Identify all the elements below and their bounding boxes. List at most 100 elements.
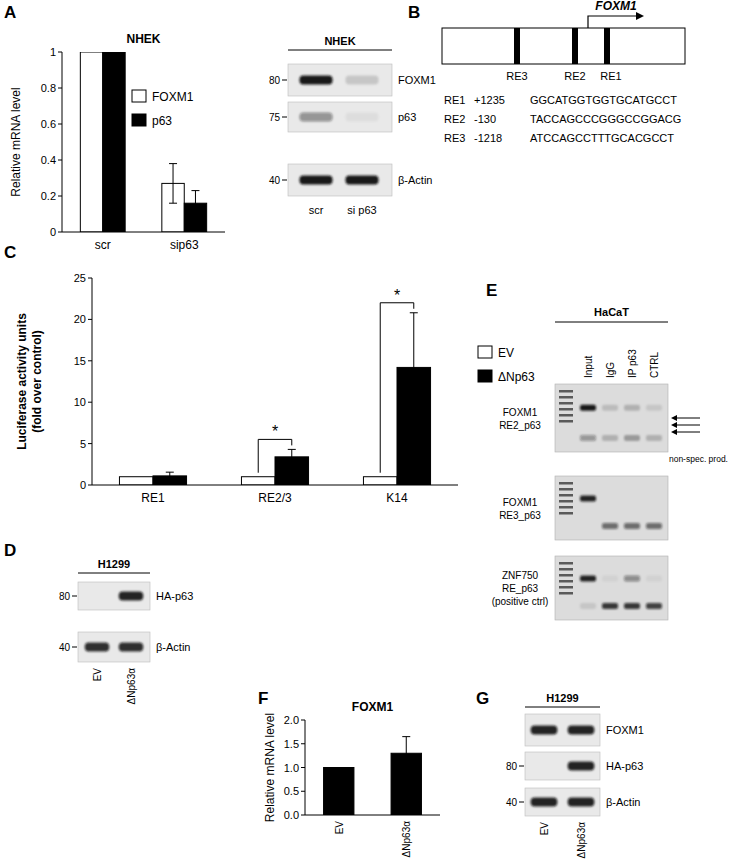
table-cell: +1235	[474, 94, 505, 106]
lane-label: si p63	[347, 204, 376, 216]
gel-band	[602, 523, 618, 529]
tss-arrowhead	[636, 12, 644, 20]
y-axis	[62, 52, 63, 232]
legend-swatch	[132, 114, 146, 126]
lane-label: Input	[583, 356, 594, 378]
response-element	[604, 28, 610, 64]
legend-label: p63	[152, 114, 172, 128]
gel-band	[602, 435, 618, 441]
marker-label: 80	[59, 591, 71, 602]
blot-band	[299, 76, 332, 85]
error-cap	[169, 203, 177, 204]
plot-area	[324, 737, 422, 815]
y-tick	[58, 196, 62, 197]
gel-band	[580, 495, 596, 501]
marker-tick	[519, 766, 524, 767]
blot-row-label: β-Actin	[398, 174, 432, 186]
y-axis	[305, 720, 306, 815]
title-rule	[288, 50, 392, 51]
marker-tick	[282, 80, 287, 81]
error-bar	[288, 449, 296, 464]
y-tick	[301, 720, 305, 721]
gel-band	[602, 405, 618, 411]
legend-label: FOXM1	[152, 90, 194, 104]
legend-swatch	[478, 370, 492, 382]
significance-label: *	[272, 423, 278, 440]
gel-band	[602, 603, 618, 609]
table-cell: TACCAGCCCGGGCCGGACG	[530, 113, 681, 125]
gel-row-label: RE3_p63	[499, 510, 541, 521]
error-cap	[191, 215, 199, 216]
y-tick-label: 1.0	[284, 762, 299, 774]
table-cell: ATCCAGCCTTTGCACGCCT	[530, 132, 674, 144]
blot-band	[299, 113, 332, 122]
y-tick	[88, 360, 92, 361]
gel-band	[580, 523, 596, 529]
blot-title: H1299	[98, 558, 130, 570]
marker-tick	[72, 596, 77, 597]
gel-band	[624, 603, 640, 609]
plot-area	[80, 52, 206, 232]
panel-label: A	[4, 3, 16, 22]
y-tick	[58, 88, 62, 89]
blot-strip	[525, 788, 600, 816]
lane-label: IgG	[605, 362, 616, 378]
error-bar	[191, 191, 199, 216]
y-tick-label: 25	[74, 272, 86, 284]
panel-label: E	[486, 281, 497, 300]
marker-tick	[282, 180, 287, 181]
gel-row-label: ZNF750	[502, 570, 539, 581]
y-tick	[301, 815, 305, 816]
tss-arrow	[588, 16, 636, 28]
y-tick	[88, 485, 92, 486]
gel-annotation: non-spec. prod.	[669, 454, 728, 464]
annotation-arrow	[675, 418, 700, 419]
x-axis	[305, 815, 440, 816]
ladder-band	[559, 568, 573, 571]
blot-band	[345, 176, 378, 185]
gel-row-label: FOXM1	[503, 407, 538, 418]
gel-band	[602, 495, 618, 501]
error-cap	[288, 464, 296, 465]
ladder-band	[559, 512, 573, 515]
error-cap	[191, 190, 199, 191]
y-tick-label: 0.2	[41, 190, 56, 202]
table-cell: -1218	[474, 132, 502, 144]
gel-band	[646, 495, 662, 501]
y-tick-label: 1.5	[284, 738, 299, 750]
marker-tick	[282, 117, 287, 118]
element-label: RE2	[564, 70, 585, 82]
blot-title: NHEK	[324, 35, 355, 47]
element-label: RE1	[600, 70, 621, 82]
error-line	[195, 191, 196, 216]
annotation-arrowhead	[671, 422, 677, 428]
y-tick	[88, 278, 92, 279]
error-cap	[402, 769, 410, 770]
gel-band	[624, 523, 640, 529]
annotation-arrowhead	[671, 429, 677, 435]
gel-band	[624, 405, 640, 411]
gel-strip	[555, 476, 668, 540]
y-tick	[58, 160, 62, 161]
response-element	[572, 28, 578, 64]
marker-label: 40	[269, 175, 281, 186]
blot-band	[345, 113, 378, 122]
y-tick-label: 0	[50, 226, 56, 238]
lane-label: IP p63	[627, 349, 638, 378]
gel-row-label: FOXM1	[503, 497, 538, 508]
error-bar	[410, 313, 418, 422]
blot-strip	[525, 752, 600, 780]
lane-label: EV	[539, 822, 550, 836]
ladder-band	[559, 506, 573, 509]
ladder-band	[559, 408, 573, 411]
gel-band	[580, 435, 596, 441]
lane-label: scr	[309, 204, 324, 216]
chart-title: NHEK	[126, 32, 160, 46]
marker-tick	[72, 647, 77, 648]
blot-row-label: HA-p63	[606, 760, 643, 772]
y-tick-label: 2.0	[284, 714, 299, 726]
x-tick-label: scr	[95, 238, 111, 252]
panel-label: D	[4, 541, 16, 560]
blot-row-label: β-Actin	[606, 796, 640, 808]
y-axis-label: (fold over control)	[30, 330, 44, 433]
